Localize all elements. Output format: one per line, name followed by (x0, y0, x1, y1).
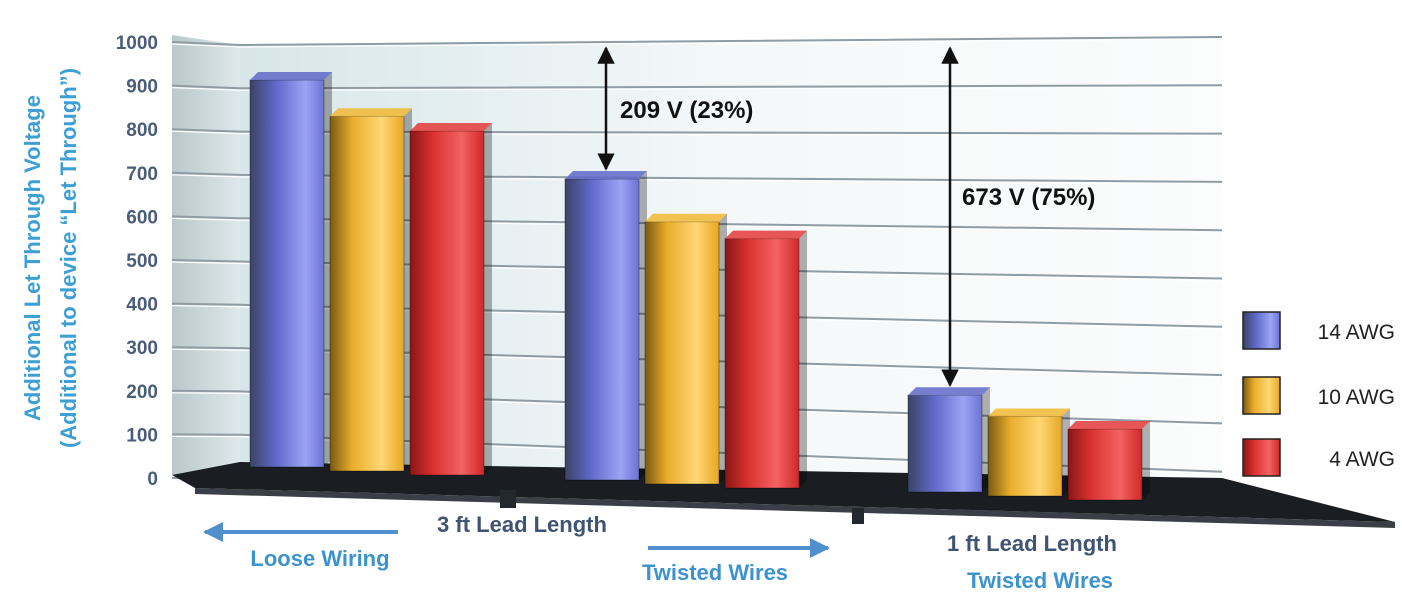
bar-side (484, 123, 492, 475)
y-tick-label: 200 (126, 382, 158, 403)
y-tick-label: 1000 (116, 33, 158, 54)
grid-line (171, 389, 1223, 425)
bar-top (725, 230, 807, 239)
annotation-label: 673 V (75%) (962, 184, 1095, 211)
grid-line-highlight (171, 174, 1223, 185)
grid-line (171, 259, 1223, 280)
bar-side (799, 230, 807, 488)
grid-line (171, 215, 1223, 232)
y-tick-label: 0 (147, 469, 158, 490)
y-tick-label: 900 (126, 77, 158, 98)
y-tick-label: 300 (126, 338, 158, 359)
bar (409, 130, 485, 476)
bar-top (410, 123, 492, 131)
legend-swatch (1242, 311, 1281, 350)
bar (1067, 428, 1143, 501)
floor-divider (852, 508, 864, 524)
bar-top (565, 171, 647, 179)
legend-label: 10 AWG (1318, 386, 1395, 409)
bar (907, 394, 983, 493)
y-axis-label-line2: (Additional to device “Let Through”) (56, 68, 81, 448)
y-tick-label: 800 (126, 120, 158, 141)
bar-top (645, 213, 727, 222)
y-tick-label: 100 (126, 425, 158, 446)
grid-line-highlight (171, 86, 1223, 91)
grid-line (171, 36, 1223, 47)
grid-line-highlight (171, 392, 1223, 426)
grid-line-highlight (171, 435, 1223, 475)
bar-top (250, 72, 332, 80)
chart-side-wall (172, 35, 240, 478)
y-axis-ticks: 0 100 200 300 400 500 600 700 800 900 1000 (116, 33, 158, 490)
floor-divider (500, 490, 516, 508)
bar (329, 115, 405, 472)
grid-line-highlight (171, 38, 1223, 48)
annotations: 209 V (23%) 673 V (75%) (597, 46, 1095, 387)
grid-lines (171, 36, 1223, 523)
category-label-twisted-wires-3ft: Twisted Wires (642, 560, 788, 585)
grid-line (171, 346, 1223, 377)
legend-label: 4 AWG (1329, 448, 1395, 471)
grid-line-highlight (171, 261, 1223, 282)
y-tick-label: 700 (126, 164, 158, 185)
grid-line-highlight (171, 348, 1223, 378)
grid-line-highlight (171, 217, 1223, 233)
grid-line (171, 128, 1223, 135)
annotation-label: 209 V (23%) (620, 97, 753, 124)
grid-line (171, 433, 1223, 473)
y-tick-label: 500 (126, 251, 158, 272)
bar (249, 79, 325, 468)
bar (724, 238, 800, 489)
y-tick-label: 600 (126, 207, 158, 228)
legend-label: 14 AWG (1318, 321, 1395, 344)
category-label-3ft-lead: 3 ft Lead Length (437, 512, 607, 537)
bar (564, 178, 640, 481)
bar-side (1142, 421, 1150, 500)
legend-swatch (1242, 376, 1281, 415)
chart-floor-edge (195, 488, 1395, 528)
y-tick-label: 400 (126, 295, 158, 316)
category-label-1ft-lead: 1 ft Lead Length (947, 531, 1117, 556)
grid-line (171, 302, 1223, 328)
grid-line-highlight (171, 130, 1223, 137)
grid-line (171, 84, 1223, 90)
bar (987, 415, 1063, 497)
bar-top (1068, 421, 1150, 430)
bars (249, 72, 1150, 501)
bar-top (330, 108, 412, 117)
bar-top (908, 387, 990, 396)
bar-top (988, 408, 1070, 417)
grid-line-highlight (171, 305, 1223, 330)
y-axis-label-line1: Additional Let Through Voltage (20, 95, 45, 421)
category-label-twisted-wires-1ft: Twisted Wires (967, 568, 1113, 593)
grid-line (171, 171, 1223, 183)
legend-swatch (1242, 438, 1281, 477)
category-label-loose-wiring: Loose Wiring (250, 546, 389, 571)
bar (644, 221, 720, 485)
legend: 14 AWG 10 AWG 4 AWG (1242, 311, 1395, 477)
